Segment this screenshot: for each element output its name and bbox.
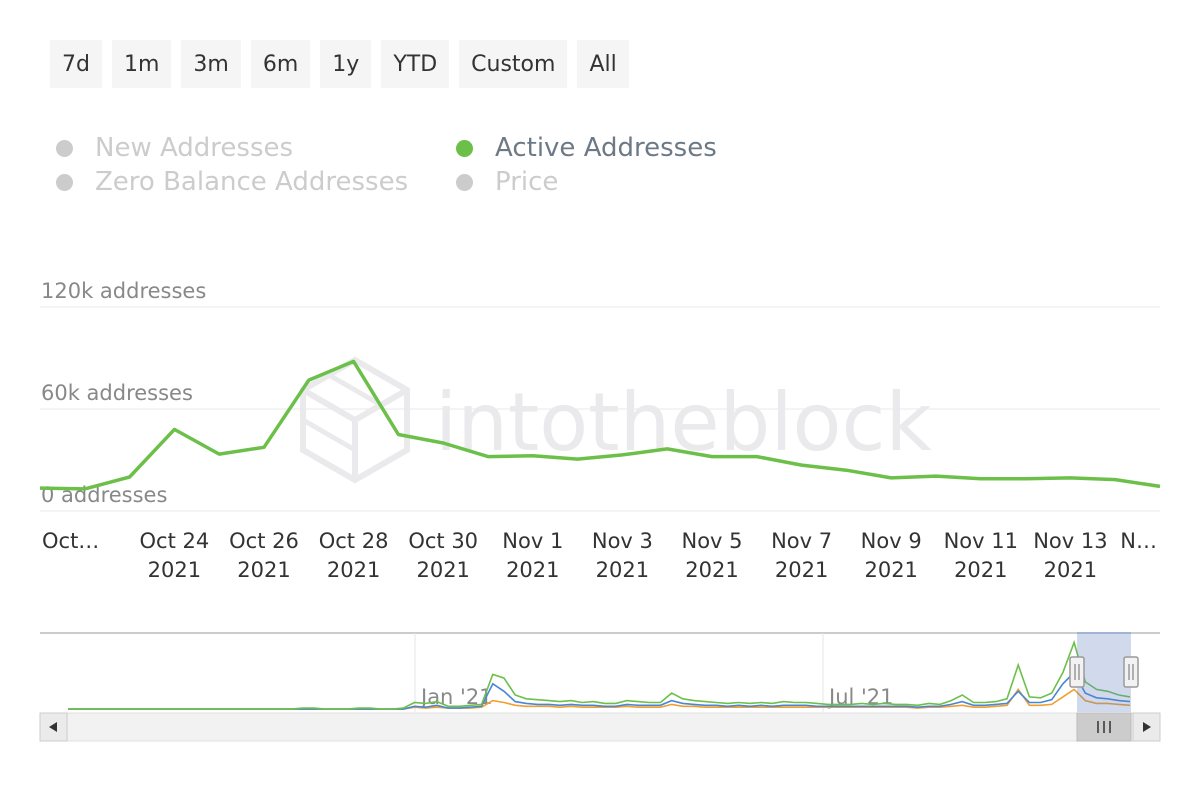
x-tick-label: Nov 13	[1033, 529, 1107, 553]
x-tick: Oct 24 2021	[140, 529, 210, 582]
x-tick-year: 2021	[596, 558, 649, 582]
x-tick-year: 2021	[864, 558, 917, 582]
x-tick-year: 2021	[685, 558, 738, 582]
x-tick-year: 2021	[237, 558, 290, 582]
navigator-label: Jul '21	[827, 685, 894, 709]
x-tick: Nov 13 2021	[1033, 529, 1107, 582]
legend-label: Zero Balance Addresses	[95, 167, 409, 197]
x-tick-label: N…	[1120, 529, 1157, 553]
scroll-right-button[interactable]	[1132, 712, 1161, 742]
range-button-3m[interactable]: 3m	[181, 40, 241, 88]
legend-dot-icon	[56, 173, 73, 191]
x-tick: Nov 1 2021	[502, 529, 563, 582]
x-tick-year: 2021	[775, 558, 828, 582]
x-tick-label: Oct…	[42, 529, 99, 553]
range-button-6m[interactable]: 6m	[250, 40, 311, 88]
range-button-1m[interactable]: 1m	[111, 40, 172, 88]
x-tick-label: Nov 11	[944, 529, 1018, 553]
x-tick-label: Nov 1	[502, 529, 563, 553]
legend-label: Active Addresses	[495, 133, 717, 163]
legend-item-price[interactable]: Price	[456, 167, 776, 197]
legend-label: Price	[495, 167, 559, 197]
x-tick-label: Nov 9	[861, 529, 922, 553]
range-selector: 7d 1m 3m 6m 1y YTD Custom All	[50, 40, 629, 88]
legend-label: New Addresses	[95, 133, 294, 163]
legend-dot-icon	[56, 139, 73, 157]
range-button-all[interactable]: All	[577, 40, 629, 88]
grid	[40, 306, 1160, 512]
y-tick-label: 120k addresses	[41, 279, 206, 303]
x-tick: N…	[1120, 529, 1157, 553]
x-tick: Nov 9 2021	[861, 529, 922, 582]
plot-area	[39, 359, 1161, 491]
x-tick-year: 2021	[506, 558, 559, 582]
watermark: intotheblock	[300, 356, 932, 484]
x-tick: Oct 28 2021	[319, 529, 389, 582]
range-button-1y[interactable]: 1y	[320, 40, 372, 88]
x-tick: Nov 7 2021	[771, 529, 832, 582]
x-tick: Nov 3 2021	[592, 529, 653, 582]
x-tick-label: Oct 24	[140, 529, 210, 553]
x-tick-year: 2021	[327, 558, 380, 582]
x-tick-label: Oct 30	[408, 529, 478, 553]
navigator: Jan '21 Jul '21	[39, 632, 1161, 742]
y-tick-label: 60k addresses	[41, 381, 193, 405]
scroll-left-button[interactable]	[39, 712, 68, 742]
x-tick: Nov 5 2021	[681, 529, 742, 582]
navigator-series-line	[68, 639, 1131, 710]
navigator-right-handle[interactable]	[1123, 656, 1139, 688]
range-button-7d[interactable]: 7d	[50, 40, 102, 88]
legend-item-new-addresses[interactable]: New Addresses	[56, 133, 456, 163]
y-axis: 0 addresses 60k addresses 120k addresses	[41, 279, 206, 507]
y-tick-label: 0 addresses	[41, 483, 167, 507]
legend: New Addresses Active Addresses Zero Balanc…	[56, 133, 776, 197]
x-tick: Nov 11 2021	[944, 529, 1018, 582]
navigator-scrollbar[interactable]	[39, 712, 1161, 742]
x-tick-year: 2021	[954, 558, 1007, 582]
x-tick: Oct 30 2021	[408, 529, 478, 582]
x-tick-label: Oct 26	[229, 529, 299, 553]
x-tick-year: 2021	[416, 558, 469, 582]
x-tick: Oct 26 2021	[229, 529, 299, 582]
x-tick-year: 2021	[148, 558, 201, 582]
legend-dot-icon	[456, 139, 473, 157]
watermark-cube-icon	[300, 356, 410, 484]
x-tick-year: 2021	[1044, 558, 1097, 582]
legend-item-active-addresses[interactable]: Active Addresses	[456, 133, 776, 163]
range-button-ytd[interactable]: YTD	[381, 40, 450, 88]
chevron-left-icon	[49, 722, 57, 732]
navigator-series-line	[68, 671, 1131, 710]
navigator-left-handle[interactable]	[1069, 656, 1085, 688]
navigator-selection[interactable]	[1077, 633, 1131, 712]
x-tick-label: Nov 3	[592, 529, 653, 553]
legend-dot-icon	[456, 173, 473, 191]
x-tick-label: Oct 28	[319, 529, 389, 553]
x-tick-label: Nov 5	[681, 529, 742, 553]
series-line-active-addresses	[39, 359, 1161, 491]
legend-item-zero-balance-addresses[interactable]: Zero Balance Addresses	[56, 167, 456, 197]
chevron-right-icon	[1143, 722, 1151, 732]
range-button-custom[interactable]: Custom	[459, 40, 568, 88]
scrollbar-thumb[interactable]	[1076, 712, 1132, 742]
x-tick-label: Nov 7	[771, 529, 832, 553]
x-tick: Oct…	[42, 529, 99, 553]
